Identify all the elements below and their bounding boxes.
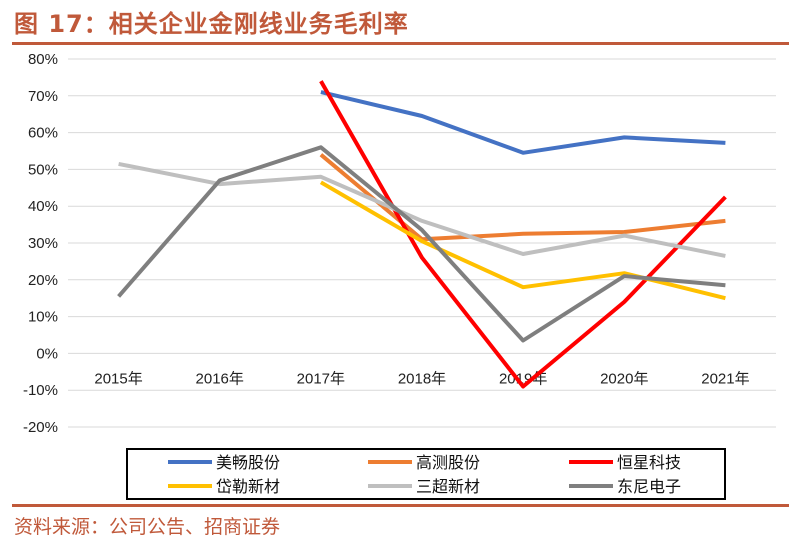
chart-gridlines — [68, 58, 776, 428]
legend-label: 高测股份 — [416, 453, 480, 472]
footer-divider — [12, 504, 789, 507]
title-divider — [12, 42, 789, 45]
legend-label: 三超新材 — [416, 477, 480, 496]
y-tick-label: -10% — [23, 382, 58, 399]
series-line-4 — [319, 180, 726, 301]
source-note: 资料来源：公司公告、招商证券 — [14, 516, 281, 538]
series-line-5 — [118, 161, 726, 258]
chart-series-lines — [117, 80, 727, 389]
y-tick-label: 0% — [36, 345, 58, 362]
y-axis-labels: -20% -10% 0% 10% 20% 30% 40% 50% 60% 70% 80% — [23, 51, 58, 436]
legend-label: 恒星科技 — [617, 453, 681, 472]
legend-box — [126, 448, 726, 500]
y-tick-label: -20% — [23, 419, 58, 436]
x-tick-label: 2021年 — [701, 370, 749, 387]
series-line-3 — [319, 80, 727, 389]
y-tick-label: 60% — [28, 125, 58, 142]
y-tick-label: 50% — [28, 161, 58, 178]
y-tick-label: 10% — [28, 309, 58, 326]
x-tick-label: 2016年 — [196, 370, 244, 387]
series-line-1 — [320, 90, 726, 155]
y-tick-label: 20% — [28, 272, 58, 289]
x-axis-labels: 2015年 2016年 2017年 2018年 2019年 2020年 2021年 — [94, 370, 749, 387]
x-tick-label: 2020年 — [600, 370, 648, 387]
series-line-2 — [319, 153, 726, 242]
legend-label: 美畅股份 — [216, 453, 280, 472]
figure-title: 图 17：相关企业金刚线业务毛利率 — [14, 10, 409, 38]
x-tick-label: 2018年 — [398, 370, 446, 387]
y-tick-label: 40% — [28, 198, 58, 215]
legend-label: 岱勒新材 — [216, 477, 280, 496]
y-tick-label: 70% — [28, 88, 58, 105]
legend-label: 东尼电子 — [617, 477, 681, 496]
x-tick-label: 2015年 — [94, 370, 142, 387]
y-tick-label: 30% — [28, 235, 58, 252]
x-tick-label: 2017年 — [297, 370, 345, 387]
series-line-6 — [117, 145, 726, 343]
y-tick-label: 80% — [28, 51, 58, 68]
